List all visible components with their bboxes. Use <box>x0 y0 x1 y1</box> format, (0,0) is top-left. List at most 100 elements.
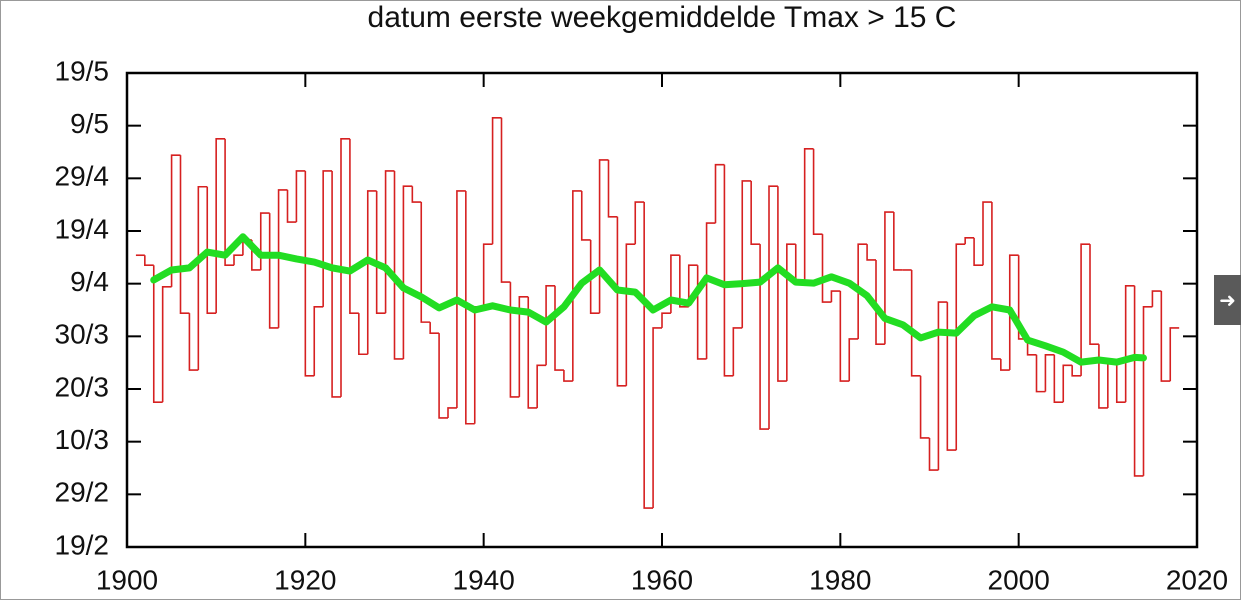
step-segment <box>349 138 359 314</box>
step-segment <box>384 170 395 314</box>
step-segment <box>714 163 725 224</box>
step-segment <box>875 259 885 346</box>
step-segment <box>1062 364 1073 403</box>
step-segment <box>170 154 181 287</box>
step-segment <box>465 190 475 425</box>
step-segment <box>447 407 457 418</box>
step-segment <box>1124 284 1135 403</box>
step-segment <box>482 243 493 307</box>
step-segment <box>233 254 243 266</box>
step-segment <box>616 216 627 387</box>
y-tick-label: 19/5 <box>55 55 110 86</box>
step-segment <box>473 306 484 424</box>
step-segment <box>1026 338 1037 356</box>
step-segment <box>259 212 270 270</box>
step-segment <box>322 170 333 307</box>
step-segment <box>375 190 386 314</box>
step-segment <box>759 244 769 430</box>
step-segment <box>973 237 983 267</box>
step-segment <box>884 211 894 345</box>
smoothed-line <box>150 233 1147 366</box>
step-segment <box>1089 244 1099 346</box>
step-segment <box>919 375 930 439</box>
step-segment <box>910 269 921 377</box>
y-tick-label: 29/4 <box>55 161 110 192</box>
x-tick-label: 2000 <box>988 564 1050 595</box>
step-segment <box>456 190 466 408</box>
step-segment <box>580 190 591 241</box>
step-segment <box>687 264 698 307</box>
step-segment <box>803 148 814 283</box>
step-segment <box>634 201 645 245</box>
chart-title: datum eerste weekgemiddelde Tmax > 15 C <box>368 1 957 34</box>
step-segment <box>491 116 502 245</box>
step-segment <box>527 296 538 409</box>
step-segment <box>1008 254 1019 371</box>
step-segment <box>928 437 939 471</box>
step-segment <box>723 164 734 377</box>
step-segment <box>812 148 823 235</box>
y-tick-label: 9/4 <box>70 266 109 297</box>
step-segment <box>643 202 654 509</box>
step-segment <box>1133 285 1144 477</box>
next-button[interactable]: ➜ <box>1214 275 1241 325</box>
step-segment <box>340 138 350 397</box>
step-segment <box>705 222 716 359</box>
step-segment <box>786 243 796 382</box>
step-segment <box>991 202 1001 360</box>
step-segment <box>1053 354 1064 403</box>
step-segment <box>1044 353 1055 392</box>
step-segment <box>161 286 172 403</box>
step-segment <box>1071 365 1082 377</box>
step-segment <box>768 185 778 430</box>
step-segment <box>661 312 671 328</box>
x-tick-label: 1980 <box>809 564 871 595</box>
x-tick-label: 1960 <box>631 564 693 595</box>
step-segment <box>358 313 368 356</box>
step-segment <box>545 284 555 366</box>
step-segment <box>206 186 217 314</box>
step-segment <box>607 159 618 218</box>
y-tick-label: 30/3 <box>55 319 110 350</box>
step-segment <box>1169 327 1180 382</box>
step-segment <box>402 185 413 359</box>
step-segment <box>982 201 992 266</box>
y-tick-label: 19/4 <box>55 213 110 244</box>
step-segment <box>857 243 868 339</box>
step-segment <box>313 306 324 376</box>
step-segment <box>366 190 377 355</box>
x-tick-label: 1900 <box>96 564 158 595</box>
step-segment <box>964 237 975 245</box>
step-segment <box>866 244 876 261</box>
step-segment <box>1142 306 1153 476</box>
step-segment <box>839 291 850 382</box>
step-segment <box>152 265 163 403</box>
step-segment <box>794 244 805 283</box>
step-segment <box>295 170 306 223</box>
y-tick-label: 9/5 <box>70 108 109 139</box>
step-segment <box>741 180 752 328</box>
step-segment <box>625 243 636 386</box>
step-segment <box>670 254 680 314</box>
step-segment <box>750 180 761 245</box>
step-segment <box>1035 354 1046 393</box>
x-tick-label: 1920 <box>274 564 336 595</box>
step-segment <box>732 327 743 376</box>
step-segment <box>393 170 404 360</box>
step-segment <box>830 290 841 303</box>
step-segment <box>188 313 199 371</box>
step-segment <box>821 234 832 303</box>
y-tick-label: 29/2 <box>55 477 110 508</box>
step-segment <box>536 364 547 408</box>
step-segment <box>1107 359 1117 408</box>
step-segment <box>1160 291 1171 382</box>
step-segment <box>572 190 582 382</box>
step-segment <box>286 189 297 223</box>
step-segment <box>589 239 600 314</box>
step-segment <box>268 213 279 329</box>
step-segment <box>438 333 448 419</box>
step-segment <box>563 370 573 382</box>
y-tick-label: 20/3 <box>55 371 110 402</box>
